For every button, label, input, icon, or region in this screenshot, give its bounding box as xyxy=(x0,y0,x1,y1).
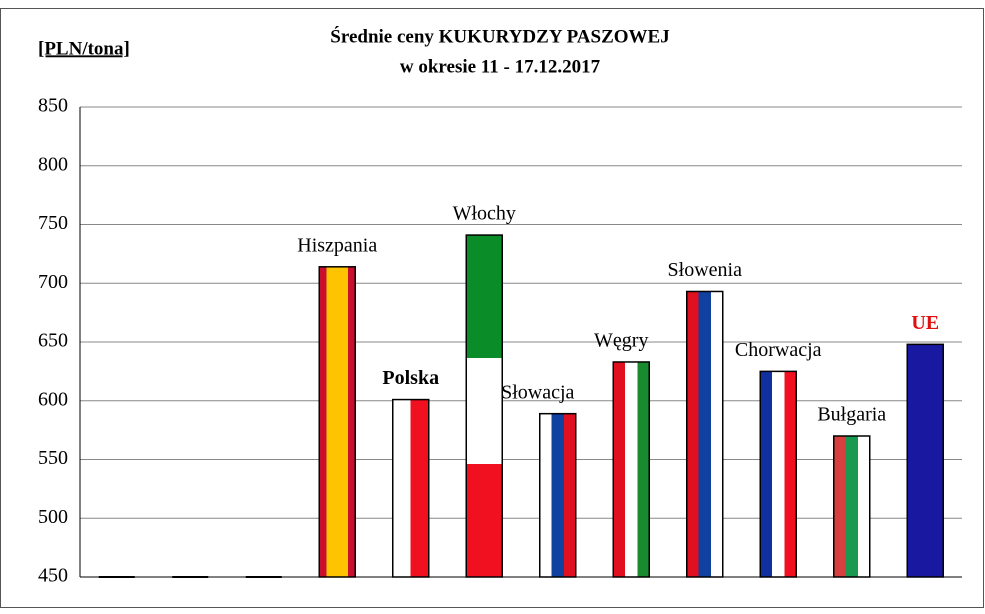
chart-subtitle: w okresie 11 - 17.12.2017 xyxy=(400,56,601,77)
category-label: Chorwacja xyxy=(735,339,822,361)
category-label: UE xyxy=(911,312,939,334)
bar xyxy=(906,343,944,578)
bar xyxy=(392,398,430,578)
chart-title: Średnie ceny KUKURYDZY PASZOWEJ xyxy=(330,25,669,47)
y-tick-label: 700 xyxy=(38,271,68,293)
y-tick-label: 450 xyxy=(38,565,68,587)
category-label: Włochy xyxy=(453,203,516,225)
category-label: Hiszpania xyxy=(297,234,377,256)
frame xyxy=(0,8,984,608)
bar xyxy=(465,234,503,578)
category-label: Słowacja xyxy=(501,381,574,403)
y-tick-label: 850 xyxy=(38,95,68,117)
y-axis-label: [PLN/tona] xyxy=(38,38,130,59)
bar xyxy=(539,412,577,578)
y-tick-label: 750 xyxy=(38,212,68,234)
category-label: Bułgaria xyxy=(817,404,886,426)
bar xyxy=(686,290,724,578)
category-label: Polska xyxy=(382,367,439,389)
y-tick-label: 800 xyxy=(38,153,68,175)
y-tick-label: 500 xyxy=(38,506,68,528)
y-tick-label: 650 xyxy=(38,330,68,352)
category-label: Węgry xyxy=(594,330,648,352)
y-tick-label: 600 xyxy=(38,388,68,410)
bar xyxy=(833,435,871,578)
bar xyxy=(612,361,650,578)
y-tick-label: 550 xyxy=(38,447,68,469)
bar xyxy=(318,266,356,578)
bar xyxy=(759,370,797,578)
category-label: Słowenia xyxy=(668,259,743,281)
